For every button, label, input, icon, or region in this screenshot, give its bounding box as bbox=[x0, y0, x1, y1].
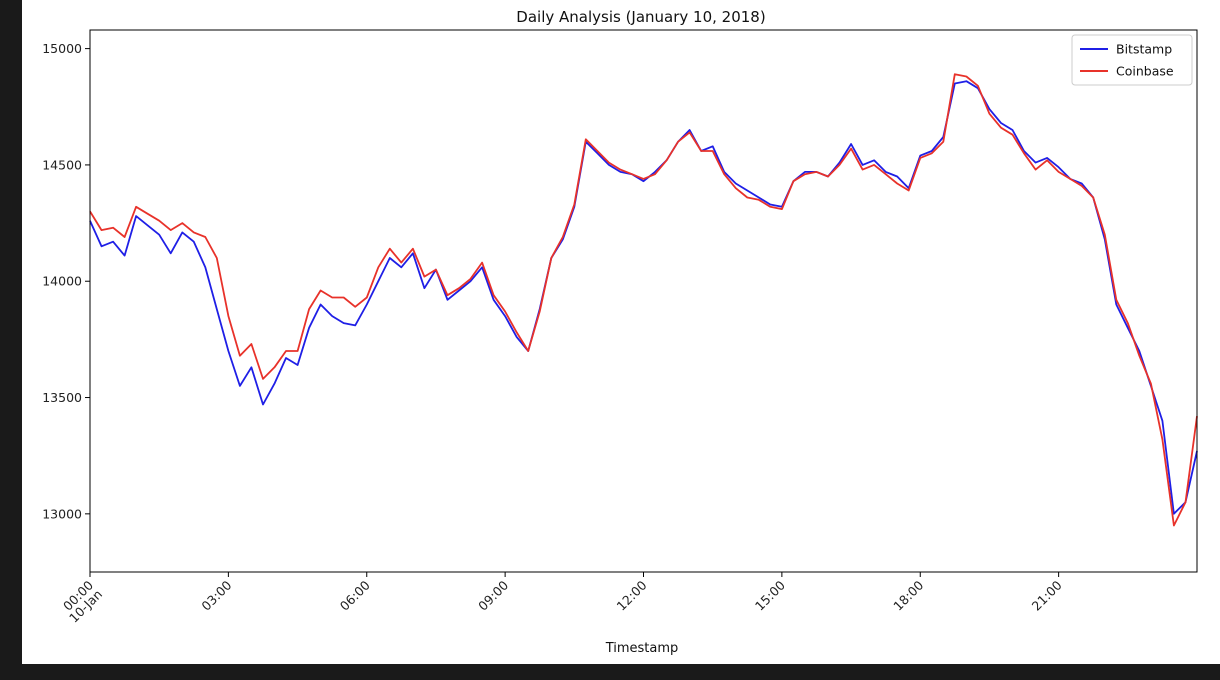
x-tick-label: 18:00 bbox=[890, 577, 926, 613]
legend-label: Bitstamp bbox=[1116, 42, 1172, 57]
y-tick-label: 14000 bbox=[42, 274, 82, 289]
x-tick-label: 21:00 bbox=[1029, 577, 1065, 613]
plot-frame bbox=[89, 29, 1198, 573]
chart-figure: Daily Analysis (January 10, 2018) 13000 1… bbox=[22, 0, 1220, 664]
y-tick-label: 13000 bbox=[42, 506, 82, 521]
y-tick-label: 15000 bbox=[42, 41, 82, 56]
x-tick-label: 15:00 bbox=[752, 577, 788, 613]
line-chart: Daily Analysis (January 10, 2018) 13000 1… bbox=[42, 8, 1198, 656]
legend-box bbox=[1071, 34, 1193, 86]
y-tick-label: 13500 bbox=[42, 390, 82, 405]
series-line-coinbase bbox=[89, 73, 1198, 527]
x-tick-label: 06:00 bbox=[337, 577, 373, 613]
x-tick-label: 09:00 bbox=[475, 577, 511, 613]
legend: Bitstamp Coinbase bbox=[1071, 34, 1193, 86]
legend-label: Coinbase bbox=[1116, 64, 1174, 79]
x-tick-label: 03:00 bbox=[198, 577, 234, 613]
y-tick-label: 14500 bbox=[42, 157, 82, 172]
x-tick-label: 12:00 bbox=[614, 577, 650, 613]
chart-title: Daily Analysis (January 10, 2018) bbox=[516, 8, 765, 26]
x-axis-label: Timestamp bbox=[605, 641, 679, 656]
series-line-bitstamp bbox=[89, 80, 1198, 515]
